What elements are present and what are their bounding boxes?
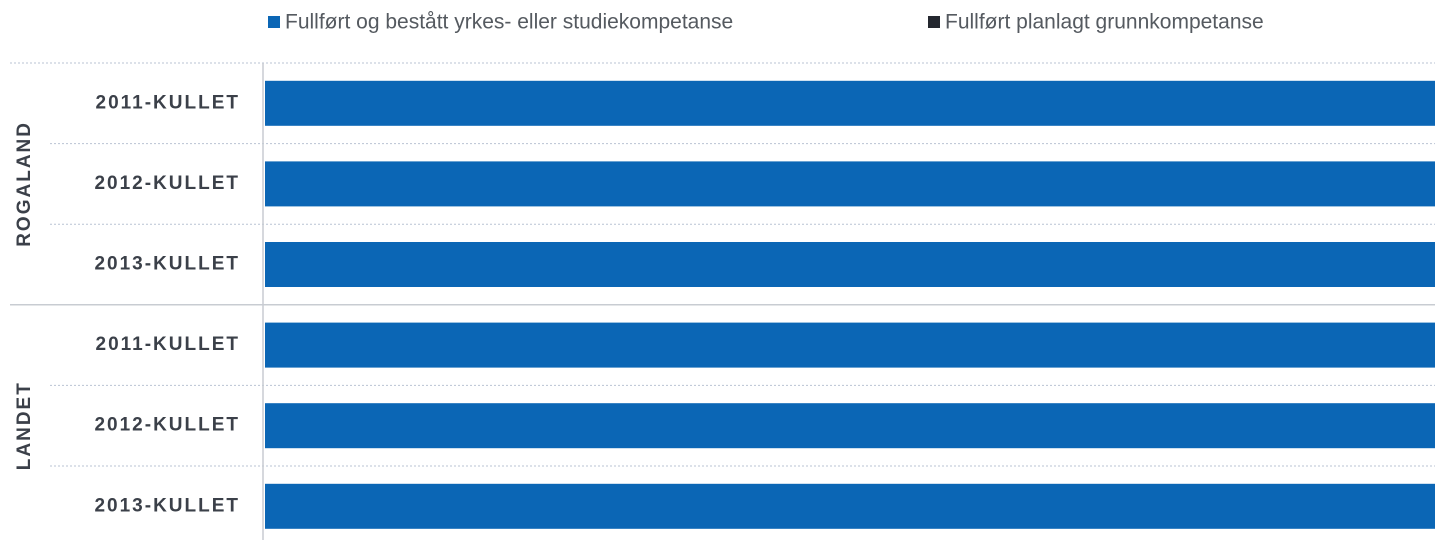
legend-label: Fullført planlagt grunnkompetanse: [945, 11, 1264, 34]
category-label: 2011-KULLET: [96, 334, 240, 355]
category-label: 2011-KULLET: [96, 92, 240, 113]
bar-segment: [265, 80, 1435, 126]
bar-segment: [265, 322, 1435, 368]
category-label: 2013-KULLET: [94, 254, 240, 275]
legend-label: Fullført og bestått yrkes- eller studiek…: [285, 11, 733, 34]
category-label: 2013-KULLET: [94, 495, 240, 516]
bar-segment: [265, 161, 1435, 207]
bar-segment: [265, 242, 1435, 287]
bar-segment: [265, 403, 1435, 449]
legend-swatch: [268, 16, 280, 28]
group-label: LANDET: [14, 381, 35, 470]
legend-swatch: [928, 16, 940, 28]
category-label: 2012-KULLET: [94, 173, 240, 194]
bar-segment: [265, 483, 1435, 529]
category-label: 2012-KULLET: [94, 415, 240, 436]
group-label: ROGALAND: [14, 121, 35, 247]
